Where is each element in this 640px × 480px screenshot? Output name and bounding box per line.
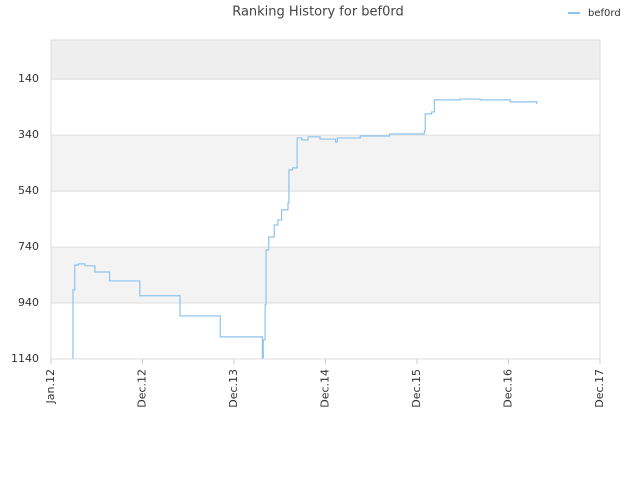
band <box>51 247 600 304</box>
chart-title: Ranking History for bef0rd <box>232 5 404 20</box>
x-tick-label: Dec.16 <box>502 369 515 408</box>
x-tick-label: Jan.12 <box>44 369 57 404</box>
y-tick-label: 340 <box>18 128 39 141</box>
band <box>51 79 600 136</box>
x-tick-label: Dec.12 <box>136 369 149 408</box>
band <box>51 135 600 192</box>
line <box>72 98 538 359</box>
x-tick-label: Dec.13 <box>227 369 240 408</box>
y-tick-label: 1140 <box>11 352 39 365</box>
legend-label: bef0rd <box>588 8 621 19</box>
band <box>51 40 600 80</box>
y-tick-label: 540 <box>18 184 39 197</box>
x-tick-label: Dec.17 <box>593 369 606 408</box>
band <box>51 303 600 359</box>
band <box>51 191 600 248</box>
x-tick-label: Dec.15 <box>410 369 423 408</box>
y-tick-label: 140 <box>18 72 39 85</box>
y-tick-label: 740 <box>18 240 39 253</box>
y-tick-label: 940 <box>18 296 39 309</box>
x-tick-label: Dec.14 <box>319 369 332 408</box>
